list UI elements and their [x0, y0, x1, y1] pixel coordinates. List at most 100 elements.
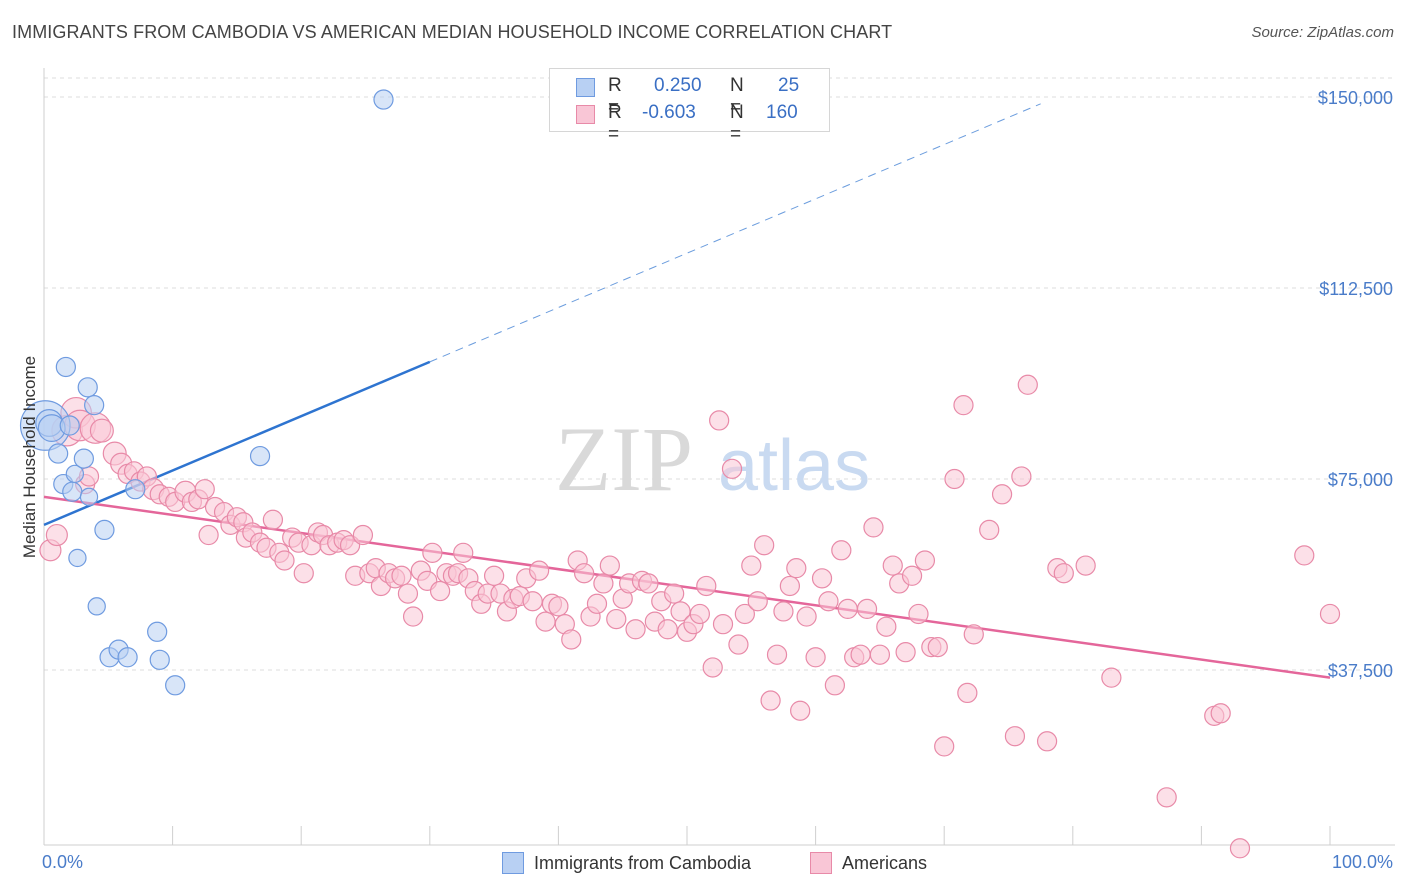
- point-americans: [914, 550, 936, 571]
- point-americans: [734, 603, 755, 625]
- point-americans: [483, 565, 505, 586]
- point-americans: [882, 555, 903, 576]
- point-americans: [908, 603, 929, 625]
- legend-r-label: R =: [608, 102, 622, 145]
- point-americans: [863, 517, 884, 538]
- point-cambodia: [79, 487, 99, 506]
- trend-lines: [43, 103, 1331, 679]
- point-americans: [721, 458, 743, 479]
- point-americans: [528, 560, 550, 581]
- trend-line-cambodia: [43, 360, 431, 526]
- legend-swatch-blue: [576, 78, 595, 97]
- bottom-legend-swatch-pink: [810, 852, 832, 874]
- point-americans: [262, 509, 284, 530]
- point-americans: [728, 634, 749, 655]
- point-americans: [831, 540, 852, 561]
- point-americans: [1319, 603, 1341, 625]
- point-cambodia: [149, 649, 170, 670]
- point-cambodia: [117, 647, 138, 668]
- data-points: [19, 89, 1341, 859]
- point-americans: [944, 468, 965, 490]
- point-cambodia: [147, 621, 168, 642]
- point-americans: [429, 580, 451, 602]
- watermark-atlas: atlas: [718, 426, 870, 506]
- point-americans: [991, 484, 1013, 505]
- point-cambodia: [165, 675, 186, 696]
- point-americans: [1075, 555, 1096, 576]
- point-americans: [766, 644, 788, 665]
- point-americans: [747, 591, 768, 612]
- point-americans: [901, 565, 923, 586]
- point-americans: [1053, 563, 1074, 584]
- point-americans: [811, 568, 833, 589]
- y-axis-label: Median Household Income: [20, 356, 39, 558]
- point-americans: [522, 591, 543, 612]
- point-americans: [657, 619, 678, 640]
- point-americans: [790, 700, 811, 721]
- point-americans: [712, 614, 734, 635]
- point-cambodia: [87, 597, 106, 616]
- point-americans: [638, 573, 659, 594]
- y-tick-label: $37,500: [1328, 661, 1393, 681]
- point-cambodia: [94, 519, 115, 541]
- point-americans: [689, 603, 710, 625]
- point-cambodia: [62, 481, 83, 502]
- point-cambodia: [77, 377, 98, 398]
- point-americans: [796, 606, 817, 627]
- y-tick-label: $112,500: [1319, 279, 1393, 299]
- point-cambodia: [55, 356, 76, 378]
- legend-n-value: 25: [778, 75, 800, 96]
- y-tick-labels: $37,500 $75,000 $112,500 $150,000: [1318, 88, 1393, 681]
- stats-legend: R = 0.250 N = 25 R = -0.603 N = 160: [549, 68, 830, 145]
- point-americans: [599, 555, 620, 576]
- point-americans: [535, 611, 556, 632]
- point-cambodia: [373, 89, 394, 110]
- point-americans: [709, 410, 730, 431]
- y-tick-label: $150,000: [1318, 88, 1393, 108]
- watermark-zip: ZIP: [555, 408, 693, 510]
- point-cambodia: [249, 445, 271, 467]
- point-americans: [397, 583, 419, 604]
- axes: [43, 68, 1395, 846]
- point-cambodia: [68, 548, 87, 568]
- point-americans: [293, 563, 314, 584]
- point-americans: [760, 690, 781, 711]
- point-americans: [1294, 545, 1315, 566]
- point-americans: [850, 644, 871, 665]
- point-cambodia: [59, 415, 80, 436]
- x-tick-label-start: 0.0%: [42, 852, 83, 872]
- point-americans: [664, 583, 685, 604]
- y-tick-label: $75,000: [1328, 470, 1393, 490]
- point-americans: [702, 657, 723, 678]
- point-cambodia: [65, 464, 85, 484]
- point-americans: [953, 395, 974, 416]
- point-americans: [561, 629, 582, 650]
- point-americans: [402, 606, 424, 627]
- legend-r-value: 0.250: [654, 75, 702, 96]
- point-americans: [45, 523, 68, 547]
- legend-n-label: N =: [730, 102, 744, 145]
- bottom-legend-label: Immigrants from Cambodia: [534, 853, 752, 873]
- point-cambodia: [48, 443, 69, 464]
- point-cambodia: [73, 448, 94, 469]
- point-americans: [856, 598, 878, 620]
- point-cambodia: [84, 395, 105, 416]
- point-americans: [274, 550, 295, 571]
- legend-r-value: -0.603: [642, 102, 696, 123]
- point-americans: [754, 535, 775, 556]
- point-americans: [869, 644, 891, 665]
- point-cambodia: [125, 479, 146, 500]
- point-americans: [194, 479, 215, 500]
- point-americans: [453, 542, 474, 563]
- point-americans: [352, 524, 374, 546]
- point-americans: [573, 563, 595, 584]
- legend-r-label: R =: [608, 75, 622, 118]
- point-americans: [89, 418, 114, 443]
- bottom-legend-label: Americans: [842, 853, 928, 873]
- point-americans: [934, 736, 955, 757]
- point-americans: [391, 565, 412, 586]
- point-americans: [606, 608, 627, 630]
- point-americans: [741, 555, 762, 576]
- point-americans: [548, 596, 569, 617]
- point-americans: [1210, 703, 1231, 724]
